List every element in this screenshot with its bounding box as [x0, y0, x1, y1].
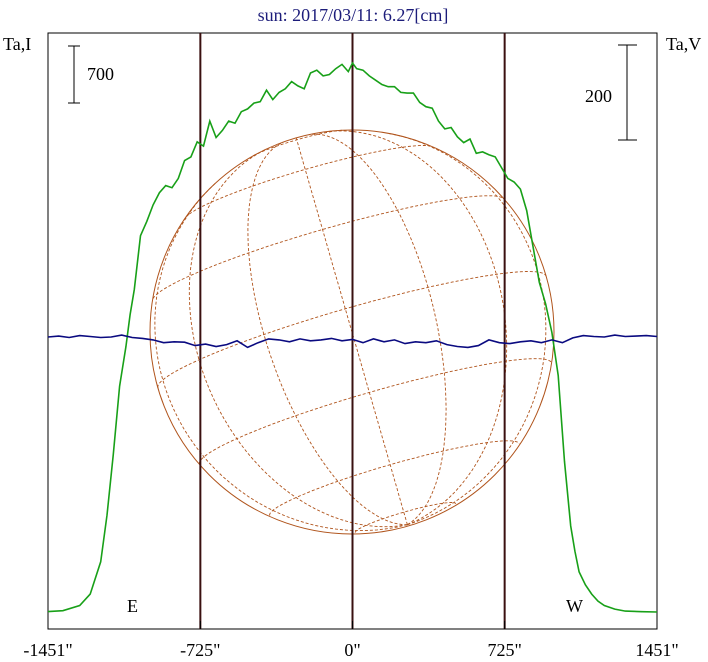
meridian-line: [295, 137, 408, 525]
meridian-line: [327, 130, 508, 526]
x-tick-label: 1451": [635, 640, 678, 660]
meridian-line: [309, 133, 447, 526]
parallel-line: [152, 195, 504, 299]
left-scale-bar: [68, 45, 80, 104]
right-scale-bar-label: 200: [585, 86, 612, 106]
meridian-line: [154, 181, 408, 532]
x-axis-ticks: -1451" -725" 0" 725" 1451": [23, 621, 679, 660]
x-tick-label: -725": [180, 640, 220, 660]
meridian-line: [188, 148, 408, 528]
parallel-line: [252, 129, 343, 157]
x-tick-label: -1451": [23, 640, 72, 660]
parallel-line: [354, 502, 457, 533]
parallel-line: [185, 145, 433, 218]
x-tick-label: 725": [487, 640, 521, 660]
parallel-line: [198, 358, 552, 465]
y-left-label: Ta,I: [3, 34, 31, 54]
limb-lines: [199, 33, 506, 629]
parallel-line: [157, 271, 547, 388]
x-tick-label: 0": [344, 640, 360, 660]
meridian-line: [386, 132, 547, 526]
left-scale-bar-label: 700: [87, 64, 114, 84]
east-label: E: [127, 596, 138, 616]
series-line-ta-v: [47, 334, 658, 349]
series-line-ta-i: [47, 61, 658, 613]
y-right-label: Ta,V: [666, 34, 701, 54]
meridian-line: [247, 141, 408, 526]
right-scale-bar: [618, 44, 637, 141]
parallel-line: [269, 440, 520, 516]
chart-title: sun: 2017/03/11: 6.27[cm]: [258, 5, 449, 25]
west-label: W: [566, 596, 583, 616]
